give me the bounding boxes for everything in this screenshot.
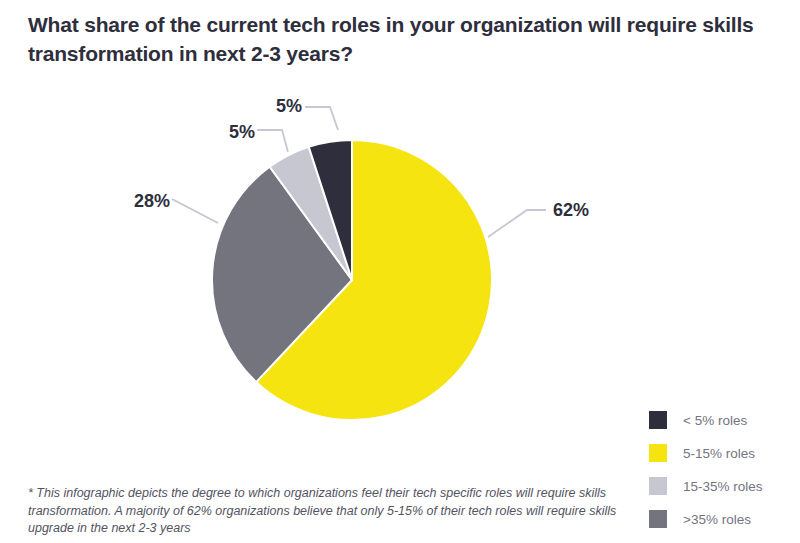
footnote-line-1: * This infographic depicts the degree to… [28,485,616,503]
legend-label: < 5% roles [683,413,747,428]
legend-swatch-gray [649,510,667,528]
footnote-line-3: upgrade in the next 2-3 years [28,520,616,538]
legend: < 5% roles 5-15% roles 15-35% roles >35%… [649,411,763,543]
pct-label-5-light: 5% [229,122,255,142]
pct-label-62: 62% [553,200,589,220]
legend-item-lt5: < 5% roles [649,411,763,429]
callout-line-62pct [488,210,546,237]
callout-line-28pct [172,199,218,223]
callout-line-5pct-light [257,130,288,152]
pct-label-28: 28% [134,191,170,211]
legend-item-gt35: >35% roles [649,510,763,528]
legend-swatch-dark [649,411,667,429]
pct-label-5-dark: 5% [276,96,302,116]
legend-swatch-lightgray [649,477,667,495]
pie-slices [212,140,492,420]
legend-swatch-yellow [649,444,667,462]
callout-line-5pct-dark [305,107,338,130]
legend-label: 5-15% roles [683,446,755,461]
legend-item-5-15: 5-15% roles [649,444,763,462]
footnote-line-2: transformation. A majority of 62% organi… [28,503,616,521]
legend-label: >35% roles [683,512,751,527]
legend-label: 15-35% roles [683,479,763,494]
infographic-root: What share of the current tech roles in … [0,0,800,543]
legend-item-15-35: 15-35% roles [649,477,763,495]
footnote: * This infographic depicts the degree to… [28,485,616,538]
